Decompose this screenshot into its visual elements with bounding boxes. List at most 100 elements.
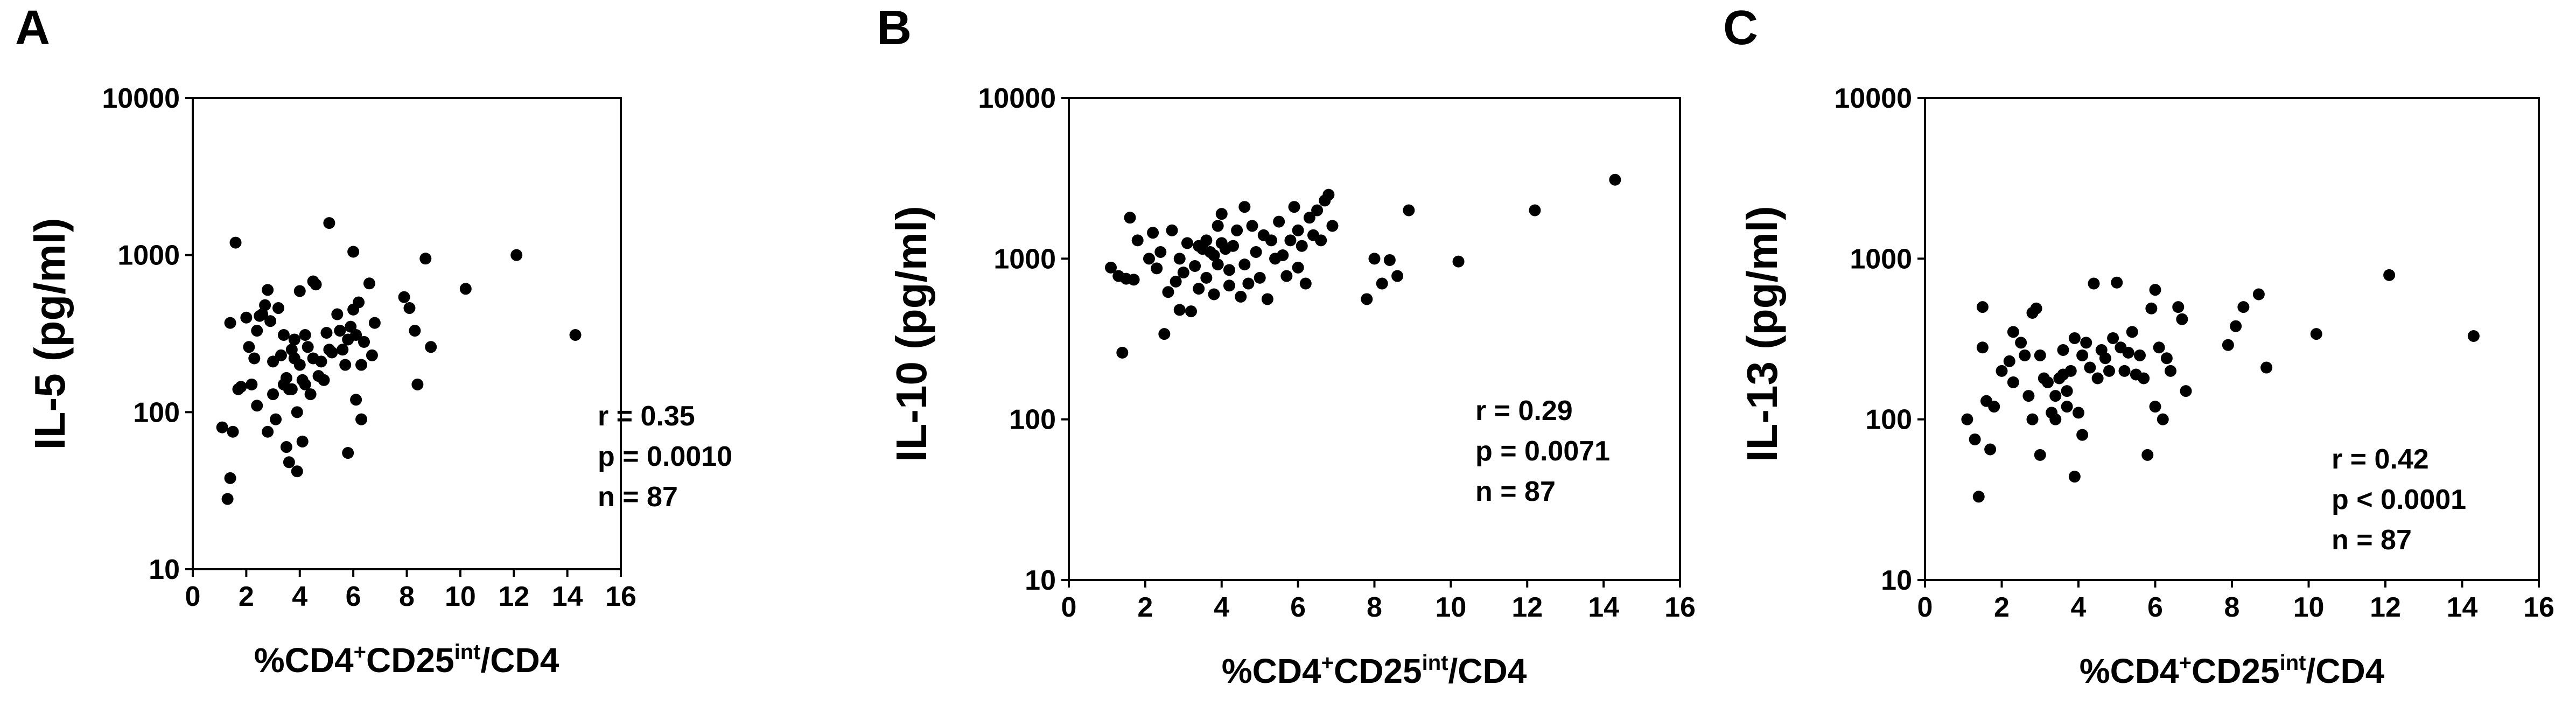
x-tick-label: 4 bbox=[1214, 592, 1229, 623]
data-point bbox=[1984, 443, 1997, 456]
y-tick-label: 100 bbox=[1865, 404, 1912, 436]
data-point bbox=[1376, 277, 1388, 290]
data-point bbox=[1326, 220, 1339, 232]
chart-panel-c: C 0 2 4 6 8 10 12 14 16 10 100 1000 10000 IL-13 (pg/ml… bbox=[1723, 1, 2554, 690]
data-point bbox=[411, 378, 424, 390]
x-tick-label: 14 bbox=[552, 581, 583, 612]
x-axis-label-text: /CD4 bbox=[1448, 652, 1527, 690]
data-point bbox=[1961, 413, 1973, 425]
data-point bbox=[1166, 224, 1178, 236]
data-point bbox=[256, 308, 269, 320]
data-point bbox=[1212, 220, 1224, 232]
x-tick-label: 2 bbox=[1137, 592, 1153, 623]
data-point bbox=[2160, 352, 2173, 365]
data-point bbox=[2080, 337, 2092, 349]
y-tick-label: 10 bbox=[149, 554, 180, 585]
data-point bbox=[267, 388, 279, 401]
data-point bbox=[510, 249, 523, 261]
data-point bbox=[2260, 361, 2273, 374]
data-point bbox=[1235, 290, 1247, 303]
data-point bbox=[1173, 253, 1186, 265]
x-axis-label-text: CD25 bbox=[1334, 652, 1422, 690]
x-tick-label: 8 bbox=[1367, 592, 1382, 623]
data-point bbox=[2022, 390, 2035, 402]
stat-line: r = 0.35 bbox=[598, 401, 695, 432]
data-point bbox=[1976, 341, 1989, 354]
data-point bbox=[1976, 301, 1989, 313]
data-point bbox=[2149, 401, 2161, 413]
data-point bbox=[1158, 328, 1171, 340]
y-tick-label: 10000 bbox=[978, 83, 1056, 114]
data-point bbox=[1151, 262, 1163, 275]
data-point bbox=[1223, 279, 1235, 292]
data-point bbox=[2061, 401, 2073, 413]
data-point bbox=[337, 344, 349, 356]
y-tick-label: 1000 bbox=[117, 240, 180, 271]
data-point bbox=[1124, 212, 1136, 224]
data-point bbox=[224, 472, 236, 484]
x-tick-label: 0 bbox=[185, 581, 201, 612]
data-point bbox=[235, 381, 247, 393]
y-tick-label: 1000 bbox=[1850, 243, 1912, 275]
data-point bbox=[1322, 188, 1335, 201]
data-point bbox=[368, 317, 381, 329]
data-point bbox=[1208, 249, 1220, 262]
data-point bbox=[2034, 449, 2046, 461]
x-axis-label-text: /CD4 bbox=[2306, 652, 2384, 690]
data-point bbox=[334, 325, 346, 337]
panel-letter: A bbox=[15, 1, 50, 55]
data-point bbox=[1154, 246, 1167, 258]
data-point bbox=[1383, 254, 1396, 266]
data-point bbox=[398, 291, 410, 303]
data-point bbox=[310, 278, 322, 291]
data-point bbox=[1969, 433, 1981, 445]
data-point bbox=[293, 359, 306, 371]
data-point bbox=[259, 299, 271, 311]
data-point bbox=[1246, 220, 1258, 232]
x-tick-label: 6 bbox=[2147, 592, 2163, 623]
x-tick-label: 14 bbox=[2447, 592, 2478, 623]
data-point bbox=[2003, 355, 2015, 367]
data-point bbox=[2076, 429, 2089, 441]
data-point bbox=[267, 355, 279, 368]
data-point bbox=[1288, 201, 1300, 213]
y-tick-label: 10 bbox=[1025, 565, 1056, 596]
x-tick-label: 4 bbox=[292, 581, 307, 612]
data-point bbox=[2026, 413, 2039, 425]
data-point bbox=[1242, 277, 1255, 290]
data-point bbox=[2103, 365, 2115, 377]
data-point bbox=[1265, 234, 1277, 247]
data-point bbox=[277, 329, 290, 341]
data-point bbox=[2084, 361, 2096, 374]
data-point bbox=[409, 325, 421, 337]
data-point bbox=[1609, 173, 1621, 186]
data-point bbox=[2157, 413, 2169, 425]
data-point bbox=[1250, 246, 1262, 258]
data-point bbox=[1189, 260, 1201, 272]
chart-panel-a: A 0 2 4 6 8 10 12 14 16 10 100 1000 10000 IL-5 (pg/ml)… bbox=[15, 1, 732, 680]
data-point bbox=[419, 253, 432, 265]
data-point bbox=[283, 456, 295, 469]
x-tick-label: 10 bbox=[2293, 592, 2325, 623]
x-tick-label: 4 bbox=[2071, 592, 2087, 623]
data-point bbox=[2076, 349, 2089, 361]
x-tick-label: 8 bbox=[399, 581, 415, 612]
data-point bbox=[1227, 240, 1240, 252]
data-point bbox=[2034, 349, 2046, 361]
data-point bbox=[2230, 320, 2242, 332]
x-tick-label: 12 bbox=[1511, 592, 1543, 623]
data-point bbox=[358, 335, 370, 348]
data-point bbox=[353, 296, 365, 309]
data-point bbox=[299, 329, 311, 341]
data-point bbox=[1105, 261, 1117, 274]
data-point bbox=[224, 317, 236, 329]
data-point bbox=[285, 383, 298, 395]
data-point bbox=[326, 346, 338, 359]
data-point bbox=[1181, 237, 1193, 249]
data-point bbox=[251, 400, 263, 412]
x-tick-label: 6 bbox=[1290, 592, 1306, 623]
data-point bbox=[302, 341, 314, 353]
x-tick-label: 14 bbox=[1588, 592, 1619, 623]
data-point bbox=[1212, 258, 1224, 271]
data-point bbox=[1116, 346, 1129, 359]
